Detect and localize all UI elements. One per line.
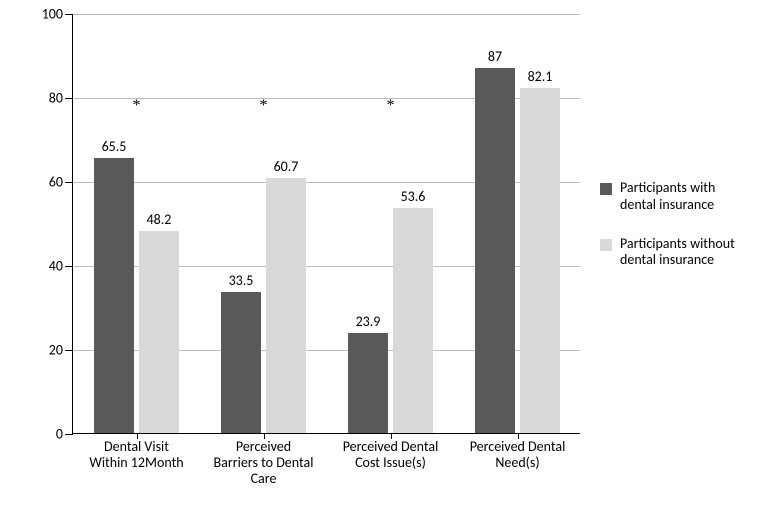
- significance-marker: *: [387, 97, 395, 115]
- bar-without: [393, 208, 433, 433]
- x-category-label: PerceivedBarriers to DentalCare: [202, 433, 325, 487]
- y-tick-label: 20: [49, 342, 73, 359]
- legend-item-without: Participants without dental insurance: [600, 236, 740, 270]
- bar-with: [221, 292, 261, 433]
- bar-value-label: 53.6: [401, 188, 426, 205]
- bars-layer: 65.5 48.2 * 33.5 60.7 * 23.9 53.6 * 87 82.1: [73, 14, 580, 433]
- y-tick-label: 40: [49, 258, 73, 275]
- y-tick-label: 0: [56, 426, 73, 443]
- x-category-label: Perceived DentalNeed(s): [456, 433, 579, 471]
- bar-value-label: 23.9: [356, 313, 381, 330]
- bar-with: [94, 158, 134, 433]
- legend-label-without: Participants without dental insurance: [620, 236, 740, 270]
- bar-value-label: 87: [488, 48, 502, 65]
- bar-with: [348, 333, 388, 433]
- bar-value-label: 33.5: [229, 272, 254, 289]
- y-tick-label: 80: [49, 90, 73, 107]
- legend-item-with: Participants with dental insurance: [600, 180, 740, 214]
- legend: Participants with dental insurance Parti…: [600, 180, 740, 291]
- legend-label-with: Participants with dental insurance: [620, 180, 740, 214]
- y-tick-label: 100: [42, 6, 73, 23]
- bar-value-label: 60.7: [274, 158, 299, 175]
- bar-with: [475, 68, 515, 433]
- bar-without: [139, 231, 179, 433]
- bar-value-label: 65.5: [102, 138, 127, 155]
- bar-without: [520, 88, 560, 433]
- bar-without: [266, 178, 306, 433]
- plot-area: 02040608010065.548.2*33.560.7*23.953.6*8…: [72, 14, 580, 434]
- legend-swatch-without: [600, 239, 612, 251]
- x-category-label: Dental VisitWithin 12Month: [75, 433, 198, 471]
- bar-value-label: 82.1: [528, 68, 553, 85]
- legend-swatch-with: [600, 183, 612, 195]
- significance-marker: *: [260, 97, 268, 115]
- chart-container: Percentage of Total Sample (%) 020406080…: [0, 0, 761, 514]
- y-tick-label: 60: [49, 174, 73, 191]
- significance-marker: *: [133, 97, 141, 115]
- x-category-label: Perceived DentalCost Issue(s): [329, 433, 452, 471]
- bar-value-label: 48.2: [147, 211, 172, 228]
